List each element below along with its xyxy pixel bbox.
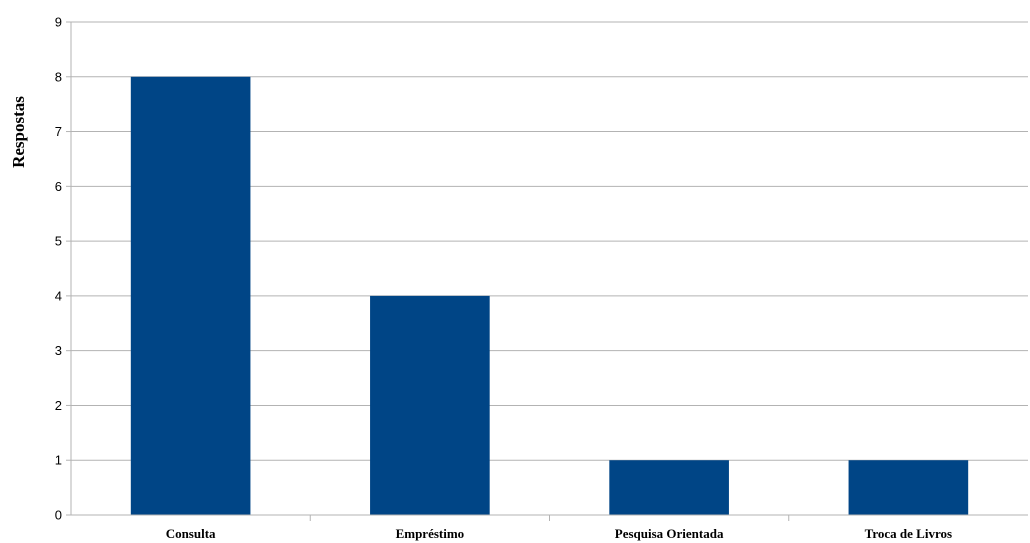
x-tick-label: Consulta <box>166 526 216 541</box>
y-tick-label: 3 <box>55 343 62 358</box>
axes <box>66 21 1028 521</box>
y-tick-label: 8 <box>55 69 62 84</box>
bar <box>370 295 490 515</box>
y-axis-title: Respostas <box>9 96 28 168</box>
y-tick-label: 1 <box>55 453 62 468</box>
y-tick-label: 7 <box>55 124 62 139</box>
x-tick-label: Empréstimo <box>396 526 465 541</box>
y-tick-label: 5 <box>55 234 62 249</box>
y-tick-label: 9 <box>55 15 62 30</box>
y-tick-label: 2 <box>55 398 62 413</box>
x-tick-label: Pesquisa Orientada <box>615 526 724 541</box>
y-tick-label: 6 <box>55 179 62 194</box>
y-tick-labels: 0 1 2 3 4 5 6 7 8 9 <box>55 15 62 523</box>
x-tick-labels: Consulta Empréstimo Pesquisa Orientada Troc… <box>166 526 952 541</box>
y-tick-label: 4 <box>55 288 62 303</box>
bars <box>130 76 969 516</box>
y-tick-label: 0 <box>55 508 62 523</box>
bar <box>130 76 251 516</box>
bar <box>609 460 729 515</box>
x-tick-label: Troca de Livros <box>865 526 952 541</box>
bar <box>848 460 969 515</box>
